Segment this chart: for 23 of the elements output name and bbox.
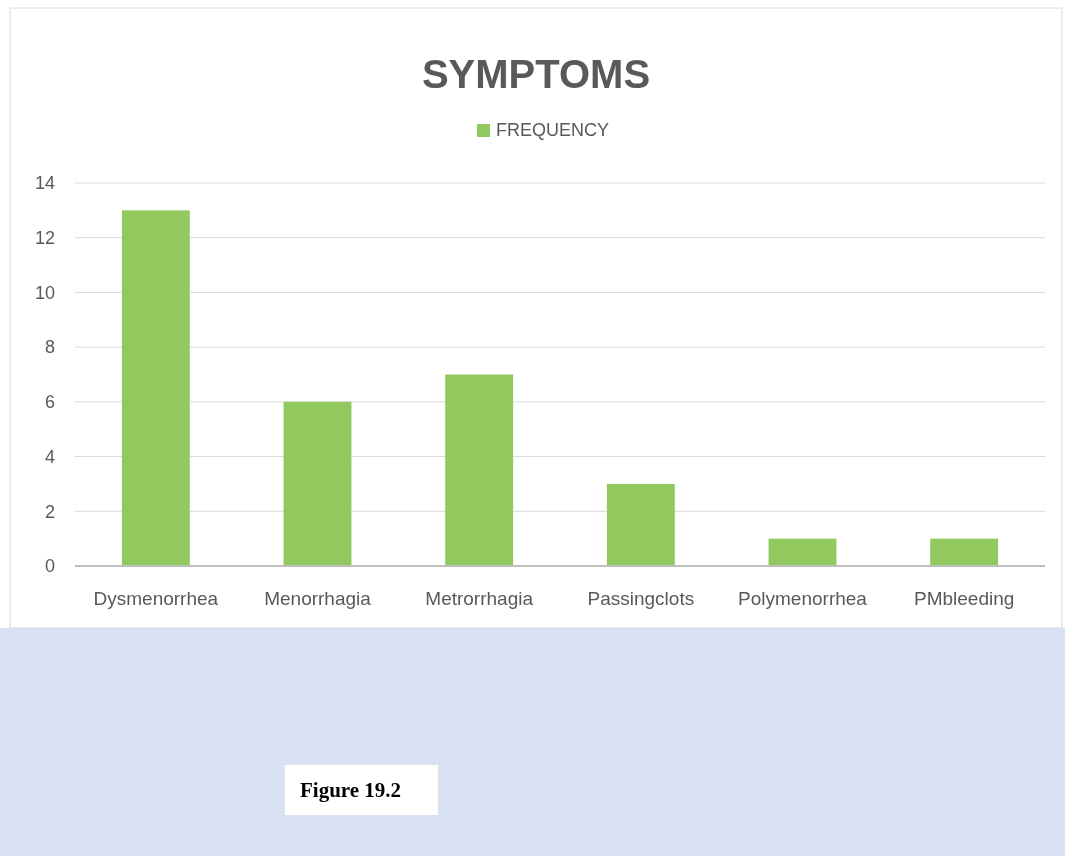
x-tick-label: Dysmenorrhea [93, 588, 219, 610]
x-tick-label: Menorrhagia [264, 588, 372, 610]
caption: Figure 19.2 [300, 778, 402, 802]
chart-title: SYMPTOMS [421, 52, 651, 96]
bar [445, 374, 514, 566]
bar [930, 538, 999, 566]
bar [606, 483, 675, 566]
bar [121, 210, 190, 566]
x-tick-label: Passingclots [587, 588, 695, 610]
x-tick-label: Polymenorrhea [738, 588, 868, 610]
y-tick-label: 4 [44, 446, 55, 467]
x-tick-label: PMbleeding [913, 588, 1015, 610]
y-tick-label: 12 [34, 227, 55, 248]
y-tick-label: 10 [34, 282, 55, 303]
legend-label: FREQUENCY [496, 120, 610, 140]
y-tick-label: 6 [44, 392, 55, 413]
bar [283, 401, 352, 566]
bar [768, 538, 837, 566]
y-tick-label: 14 [34, 173, 55, 194]
x-tick-label: Metrorrhagia [425, 588, 534, 610]
y-tick-label: 2 [44, 501, 55, 522]
y-tick-label: 0 [44, 556, 55, 577]
y-tick-label: 8 [44, 337, 55, 358]
